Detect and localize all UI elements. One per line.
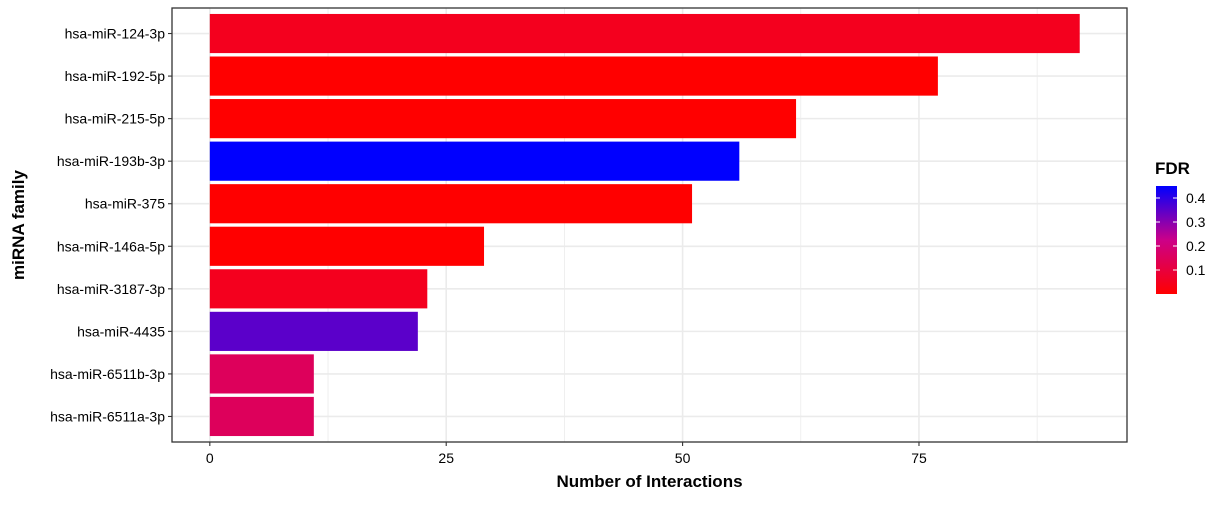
y-tick-label: hsa-miR-4435 xyxy=(77,323,165,339)
y-tick-label: hsa-miR-3187-3p xyxy=(57,281,165,297)
y-tick-label: hsa-miR-192-5p xyxy=(65,68,166,84)
x-axis-title: Number of Interactions xyxy=(556,472,742,491)
y-tick-label: hsa-miR-6511b-3p xyxy=(50,366,165,382)
legend-tick-label: 0.2 xyxy=(1186,238,1206,254)
legend-tick-label: 0.3 xyxy=(1186,214,1206,230)
y-tick-label: hsa-miR-193b-3p xyxy=(57,153,165,169)
legend: FDR 0.1 0.2 0.3 0.4 xyxy=(1155,159,1206,294)
bar-hsa-miR-6511b-3p xyxy=(209,354,314,394)
bar-hsa-miR-193b-3p xyxy=(209,141,740,181)
bar-hsa-miR-6511a-3p xyxy=(209,396,314,437)
y-axis-title: miRNA family xyxy=(9,170,28,280)
plot-border xyxy=(171,7,1128,443)
legend-tick-label: 0.1 xyxy=(1186,262,1206,278)
y-tick-label: hsa-miR-124-3p xyxy=(65,26,166,42)
bar-hsa-miR-192-5p xyxy=(209,56,938,96)
bar-hsa-miR-124-3p xyxy=(209,13,1080,54)
x-tick-label: 25 xyxy=(438,450,454,466)
legend-tick-label: 0.4 xyxy=(1186,190,1206,206)
x-tick-label: 50 xyxy=(675,450,691,466)
y-tick-label: hsa-miR-375 xyxy=(85,196,165,212)
legend-ticks: 0.1 0.2 0.3 0.4 xyxy=(1156,190,1206,278)
x-tick-label: 0 xyxy=(206,450,214,466)
bar-hsa-miR-215-5p xyxy=(209,99,797,139)
y-axis: hsa-miR-124-3p hsa-miR-192-5p hsa-miR-215-… xyxy=(50,26,172,424)
bar-hsa-miR-146a-5p xyxy=(209,226,485,266)
bar-hsa-miR-375 xyxy=(209,184,693,224)
y-tick-label: hsa-miR-146a-5p xyxy=(57,238,165,254)
legend-title: FDR xyxy=(1155,159,1190,178)
bar-hsa-miR-3187-3p xyxy=(209,269,428,309)
y-tick-label: hsa-miR-6511a-3p xyxy=(50,408,165,424)
x-tick-label: 75 xyxy=(911,450,927,466)
x-axis: 0 25 50 75 xyxy=(206,442,927,466)
legend-colorbar xyxy=(1156,186,1177,294)
bars-layer xyxy=(209,13,1080,437)
y-tick-label: hsa-miR-215-5p xyxy=(65,111,166,127)
bar-hsa-miR-4435 xyxy=(209,311,418,351)
